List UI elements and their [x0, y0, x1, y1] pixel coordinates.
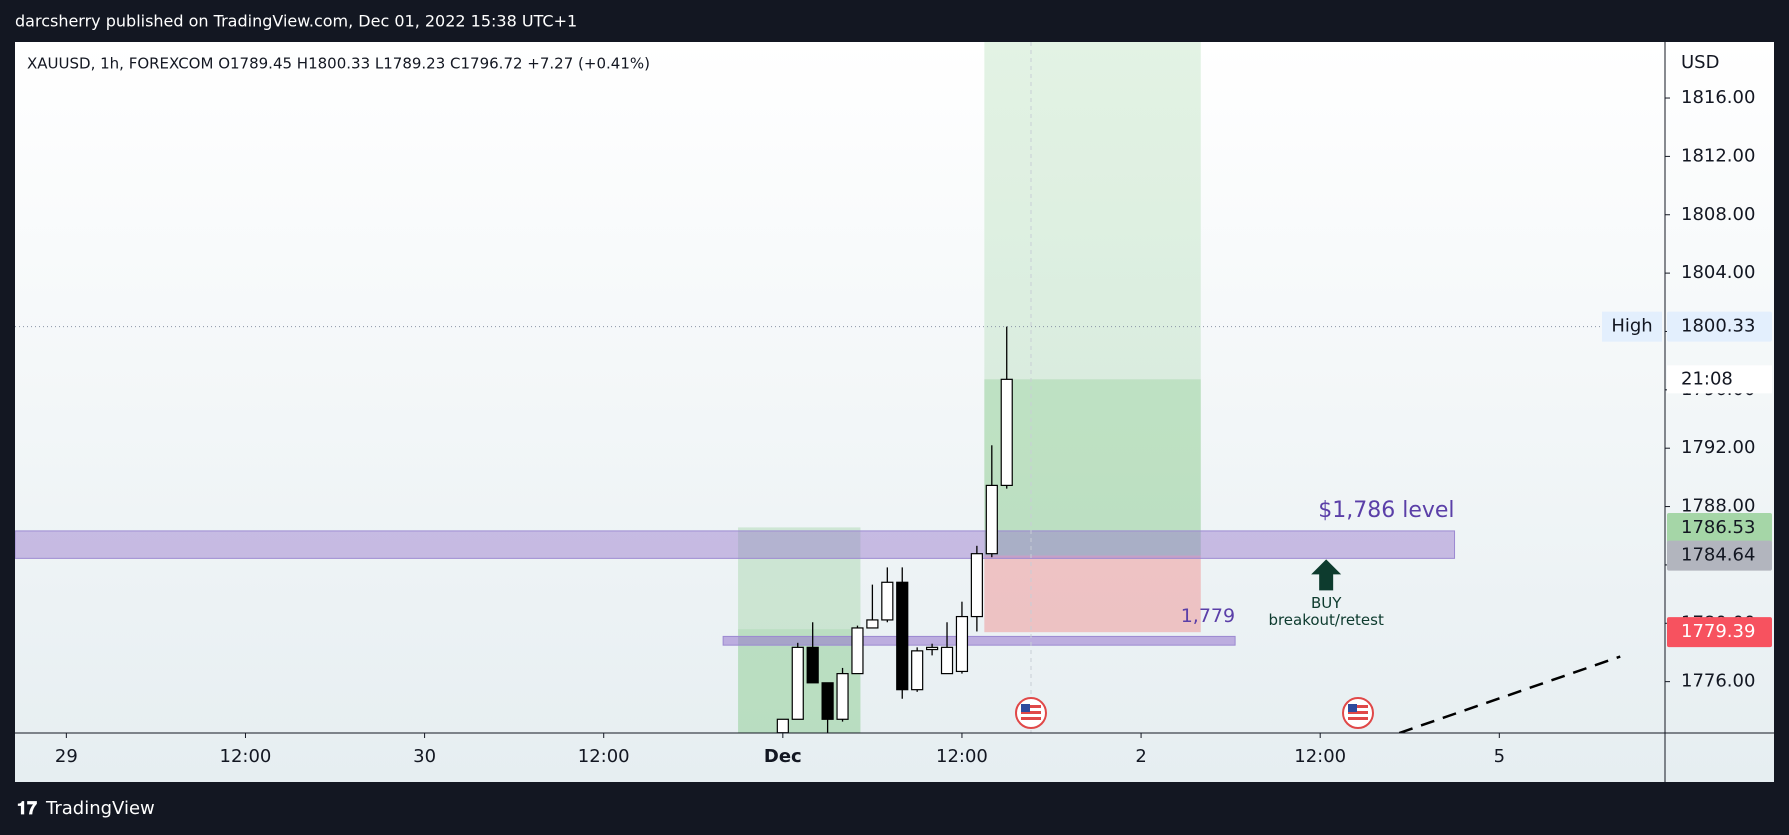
zone-label: 1,779 [1181, 605, 1235, 627]
candle-body [851, 627, 864, 675]
candle-body [836, 673, 849, 720]
published-line: darcsherry published on TradingView.com,… [15, 12, 577, 31]
price-tag-label: 1784.64 [1681, 545, 1755, 566]
y-tick-label: 1816.00 [1681, 87, 1755, 108]
price-tag [1667, 513, 1772, 544]
candle-body [955, 615, 969, 673]
trend-line [1398, 655, 1621, 733]
candle-body [791, 646, 804, 720]
y-unit: USD [1681, 52, 1719, 73]
position-box [984, 379, 1201, 556]
event-icon [1342, 697, 1374, 729]
x-tick-label: 29 [55, 746, 78, 767]
chart-title: XAUUSD, 1h, FOREXCOM O1789.45 H1800.33 L… [27, 55, 650, 73]
position-box [984, 555, 1201, 633]
countdown-box [1667, 365, 1772, 394]
level-zone [722, 635, 1236, 646]
x-tick-label: Dec [764, 746, 802, 767]
x-tick-label: 12:00 [1294, 746, 1346, 767]
price-tag-label: 1800.33 [1681, 316, 1755, 337]
brand: TradingView [45, 798, 155, 819]
zone-label: $1,786 level [1318, 498, 1454, 523]
candle-body [881, 581, 894, 621]
candle-body [925, 646, 939, 651]
x-tick-label: 12:00 [936, 746, 988, 767]
plot-area: $1,786 level 1,779 [15, 42, 1621, 733]
price-tag-label: 1786.53 [1681, 517, 1755, 538]
price-tag [1667, 311, 1772, 342]
event-icon [1015, 697, 1047, 729]
high-label-box [1602, 311, 1662, 342]
price-tag [1667, 540, 1772, 571]
candle-body [985, 484, 998, 555]
candle-body [970, 553, 983, 618]
candle-body [806, 646, 819, 684]
candle-body [896, 581, 909, 691]
x-tick-label: 12:00 [220, 746, 272, 767]
buy-label: BUY [1311, 594, 1342, 612]
position-box [738, 527, 861, 630]
y-tick-label: 1776.00 [1681, 671, 1755, 692]
brand-logo: 𝟏𝟕 [17, 798, 37, 819]
price-tag [1667, 617, 1772, 648]
high-label: High [1611, 316, 1652, 337]
countdown: 21:08 [1681, 368, 1733, 389]
y-tick-label: 1788.00 [1681, 496, 1755, 517]
candle-body [1000, 378, 1013, 487]
buy-subtext: breakout/retest [1268, 611, 1384, 629]
candle-body [866, 619, 879, 629]
y-tick-label: 1804.00 [1681, 262, 1755, 283]
buy-arrow [1311, 559, 1342, 591]
candle-body [940, 646, 954, 675]
chart-background [15, 42, 1774, 782]
x-tick-label: 12:00 [578, 746, 630, 767]
y-tick-label: 1812.00 [1681, 145, 1755, 166]
candle-body [776, 718, 789, 733]
position-box [984, 42, 1201, 556]
y-tick-label: 1808.00 [1681, 204, 1755, 225]
price-tag-label: 1779.39 [1681, 621, 1755, 642]
x-tick-label: 2 [1135, 746, 1146, 767]
level-zone [15, 530, 1456, 559]
candle-body [911, 650, 924, 691]
x-tick-label: 30 [413, 746, 436, 767]
candle-body [821, 682, 834, 720]
x-tick-label: 5 [1494, 746, 1505, 767]
y-tick-label: 1792.00 [1681, 437, 1755, 458]
